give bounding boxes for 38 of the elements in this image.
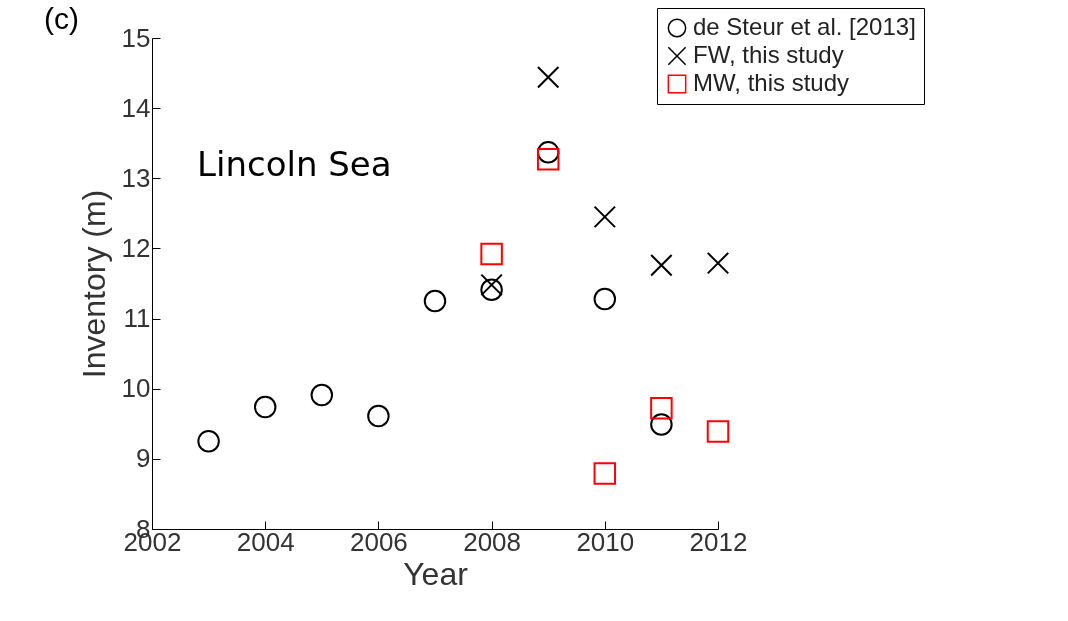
x-tick-label: 2008	[463, 526, 522, 557]
point	[593, 287, 617, 311]
point	[423, 289, 447, 313]
point	[197, 430, 220, 453]
legend-label: MW, this study	[693, 69, 850, 96]
x-axis-title: Year	[403, 555, 469, 592]
y-axis-title: Inventory (m)	[75, 189, 112, 379]
x-tick-label: 2012	[689, 526, 748, 557]
point	[367, 404, 390, 428]
point	[480, 273, 503, 297]
point	[310, 383, 334, 407]
point	[593, 205, 617, 229]
y-tick-label: 9	[136, 443, 151, 474]
text: (c)	[44, 2, 79, 35]
x-tick-label: 2006	[349, 526, 408, 557]
point	[650, 254, 673, 277]
point	[536, 141, 560, 164]
point	[480, 242, 503, 266]
x-tick-label: 2004	[236, 526, 295, 557]
point	[253, 395, 277, 419]
point	[480, 278, 503, 302]
y-tick-label: 14	[121, 92, 151, 123]
y-tick-label: 13	[121, 162, 151, 193]
point	[593, 462, 617, 485]
y-tick-label: 11	[123, 303, 151, 334]
point	[536, 66, 560, 89]
x-tick-label: 2010	[576, 526, 635, 557]
point	[536, 148, 560, 171]
legend-label: FW, this study	[693, 41, 844, 68]
y-tick-label: 15	[121, 22, 151, 53]
annotation: Lincoln Sea	[197, 144, 392, 184]
point	[706, 420, 730, 443]
legend-label: de Steur et al. [2013]	[693, 13, 916, 40]
y-tick-label: 10	[121, 373, 151, 404]
y-tick-label: 12	[121, 232, 151, 263]
point	[650, 413, 673, 436]
point	[706, 251, 730, 275]
point	[650, 397, 673, 420]
